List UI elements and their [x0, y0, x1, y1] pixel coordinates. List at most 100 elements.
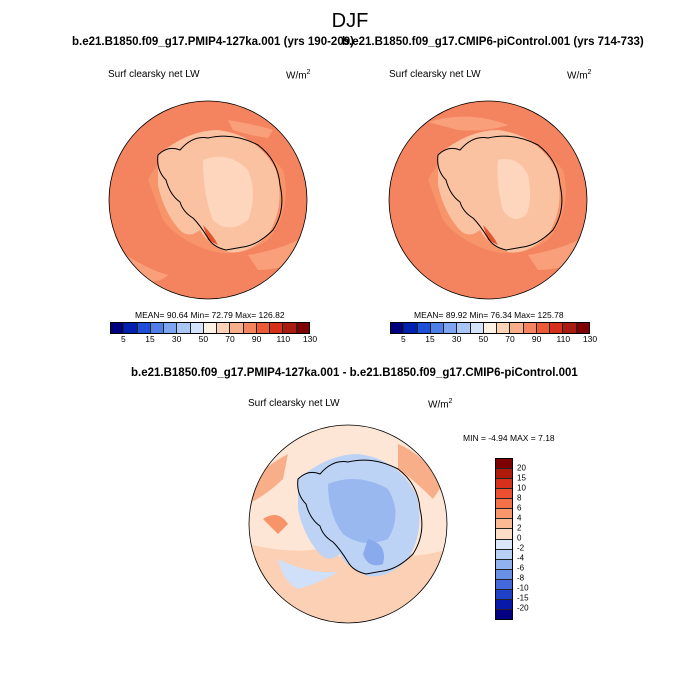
colorbar-swatch: [497, 323, 511, 333]
left-map: [108, 100, 308, 300]
colorbar-tick-label: 2: [517, 523, 522, 533]
left-units-base: W/m: [286, 70, 307, 82]
diff-panel-title: b.e21.B1850.f09_g17.PMIP4-127ka.001 - b.…: [131, 367, 578, 379]
colorbar-tick-label: 8: [517, 493, 522, 503]
colorbar-tick-label: -15: [517, 593, 529, 603]
colorbar-swatch: [470, 323, 484, 333]
right-units-base: W/m: [567, 70, 588, 82]
colorbar-swatch: [283, 323, 297, 333]
colorbar-swatch: [536, 323, 551, 333]
colorbar-swatch: [124, 323, 138, 333]
colorbar-tick-label: 5: [120, 334, 126, 344]
colorbar-tick-label: -2: [517, 543, 525, 553]
colorbar-swatch: [444, 323, 458, 333]
right-colorbar-swatches: [390, 322, 590, 334]
colorbar-tick-label: -6: [517, 563, 525, 573]
colorbar-swatch: [563, 323, 577, 333]
colorbar-swatch: [496, 569, 512, 580]
diff-colorbar: [495, 458, 513, 620]
colorbar-swatch: [496, 529, 512, 540]
right-colorbar: 5 15 30 50 70 90 110 130: [390, 322, 597, 346]
diff-map: [248, 424, 448, 624]
colorbar-swatch: [496, 469, 512, 480]
colorbar-swatch: [496, 519, 512, 530]
colorbar-tick-label: 15: [425, 334, 435, 344]
colorbar-swatch: [483, 323, 498, 333]
colorbar-swatch: [137, 323, 151, 333]
diff-units-base: W/m: [428, 399, 449, 411]
colorbar-tick-label: 110: [556, 334, 571, 344]
colorbar-swatch: [496, 489, 512, 500]
colorbar-tick-label: 50: [478, 334, 489, 344]
colorbar-swatch: [256, 323, 271, 333]
diff-variable-label: Surf clearsky net LW: [248, 398, 340, 409]
colorbar-swatch: [404, 323, 418, 333]
right-units-exp: 2: [587, 69, 592, 76]
colorbar-swatch: [496, 499, 512, 510]
colorbar-swatch: [496, 539, 512, 550]
colorbar-tick-label: 130: [302, 334, 318, 344]
colorbar-swatch: [230, 323, 244, 333]
colorbar-swatch: [523, 323, 537, 333]
colorbar-swatch: [496, 599, 512, 610]
diff-units-exp: 2: [448, 398, 453, 405]
season-title: DJF: [331, 10, 369, 32]
colorbar-tick-label: 10: [517, 483, 526, 493]
right-stats: MEAN= 89.92 Min= 76.34 Max= 125.78: [414, 310, 564, 320]
colorbar-swatch: [550, 323, 564, 333]
diff-colorbar-swatches: [495, 458, 513, 620]
colorbar-tick-label: 15: [145, 334, 155, 344]
colorbar-swatch: [496, 549, 512, 560]
colorbar-swatch: [190, 323, 204, 333]
colorbar-swatch: [496, 559, 512, 570]
colorbar-tick-label: -10: [517, 583, 529, 593]
colorbar-tick-label: 20: [517, 463, 526, 473]
right-colorbar-ticks: 5 15 30 50 70 90 110 130: [390, 334, 597, 346]
colorbar-swatch: [496, 479, 512, 490]
left-colorbar-ticks: 5 15 30 50 70 90 110 130: [110, 334, 317, 346]
left-colorbar: 5 15 30 50 70 90 110 130: [110, 322, 317, 346]
colorbar-swatch: [203, 323, 218, 333]
colorbar-tick-label: 0: [517, 533, 522, 543]
colorbar-tick-label: 6: [517, 503, 522, 513]
left-variable-label: Surf clearsky net LW: [108, 69, 200, 80]
colorbar-swatch: [417, 323, 431, 333]
colorbar-swatch: [457, 323, 471, 333]
colorbar-swatch: [243, 323, 257, 333]
left-stats: MEAN= 90.64 Min= 72.79 Max= 126.82: [135, 310, 285, 320]
colorbar-tick-label: -20: [517, 603, 529, 613]
colorbar-swatch: [270, 323, 284, 333]
colorbar-tick-label: 5: [400, 334, 406, 344]
diff-stats: MIN = -4.94 MAX = 7.18: [463, 433, 555, 443]
diff-units: W/m2: [428, 398, 452, 410]
colorbar-tick-label: 130: [582, 334, 598, 344]
colorbar-swatch: [111, 323, 125, 333]
colorbar-tick-label: -8: [517, 573, 525, 583]
diff-colorbar-ticks: 20 15 10 8 6 4 2 0 -2 -4 -6 -8 -10 -15 -20: [517, 458, 547, 618]
right-units: W/m2: [567, 69, 591, 81]
colorbar-tick-label: 70: [225, 334, 235, 344]
colorbar-swatch: [430, 323, 445, 333]
colorbar-swatch: [510, 323, 524, 333]
colorbar-swatch: [217, 323, 231, 333]
right-variable-label: Surf clearsky net LW: [389, 69, 481, 80]
colorbar-tick-label: 30: [171, 334, 182, 344]
colorbar-tick-label: 30: [451, 334, 462, 344]
colorbar-swatch: [496, 459, 512, 470]
right-map: [388, 100, 588, 300]
colorbar-tick-label: -4: [517, 553, 525, 563]
colorbar-swatch: [177, 323, 191, 333]
colorbar-tick-label: 110: [276, 334, 291, 344]
right-panel-title: b.e21.B1850.f09_g17.CMIP6-piControl.001 …: [342, 36, 644, 48]
colorbar-swatch: [150, 323, 165, 333]
left-units: W/m2: [286, 69, 310, 81]
colorbar-tick-label: 15: [517, 473, 526, 483]
colorbar-swatch: [391, 323, 405, 333]
colorbar-swatch: [496, 509, 512, 520]
left-colorbar-swatches: [110, 322, 310, 334]
colorbar-tick-label: 90: [251, 334, 262, 344]
colorbar-tick-label: 90: [531, 334, 542, 344]
left-panel-title: b.e21.B1850.f09_g17.PMIP4-127ka.001 (yrs…: [72, 36, 354, 48]
colorbar-tick-label: 50: [198, 334, 209, 344]
colorbar-swatch: [496, 579, 512, 590]
